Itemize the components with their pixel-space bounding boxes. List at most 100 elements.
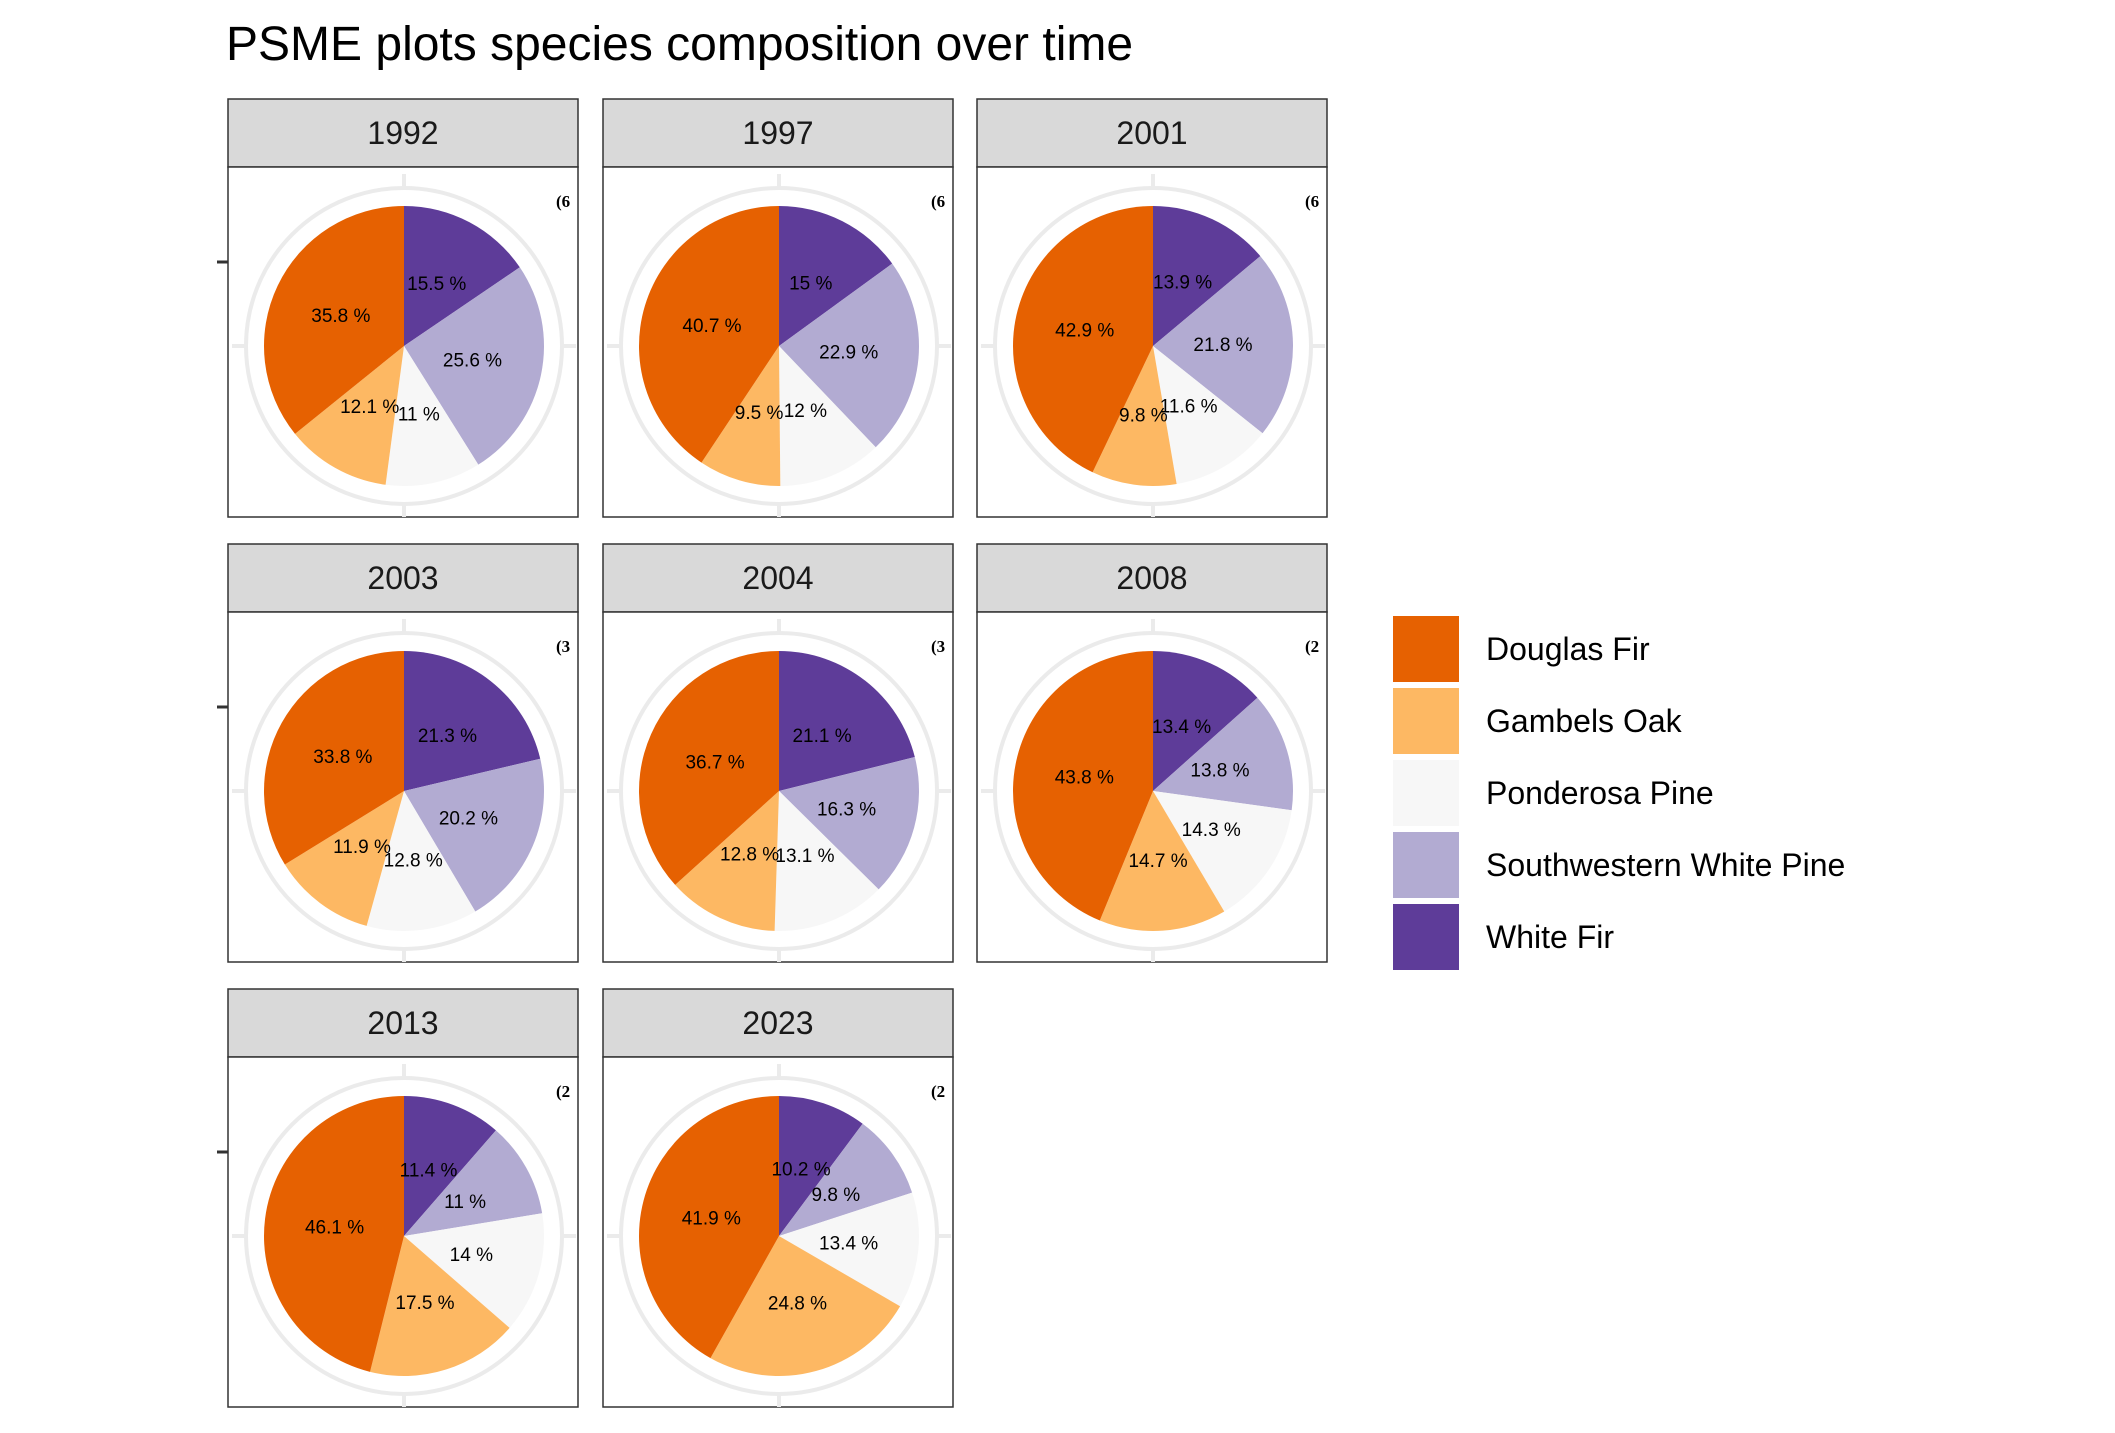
legend-label: White Fir xyxy=(1486,919,1614,955)
panel-2023: 2023 10.2 % 9.8 % 13.4 % 24.8 % 41.9 % (2 xyxy=(602,988,954,1408)
panel-corner-label: (2 xyxy=(556,1082,570,1101)
pie-slice-douglas-fir xyxy=(639,206,779,463)
panel-plot-area: 13.9 % 21.8 % 11.6 %9.8 % 42.9 % (6 xyxy=(981,174,1325,517)
slice-label-douglas-fir: 40.7 % xyxy=(682,316,741,337)
pie-slice-southwestern-white-pine xyxy=(404,267,544,465)
panel-2001: 2001 13.9 % 21.8 % 11.6 %9.8 % 42.9 % (6 xyxy=(976,98,1328,518)
panel-plot-area: 21.1 % 16.3 % 13.1 %12.8 % 36.7 % (3 xyxy=(607,619,951,962)
slice-label-white-fir: 15 % xyxy=(789,274,832,295)
pie-slice-gambels-oak xyxy=(1092,346,1177,486)
panel-strip xyxy=(602,98,954,168)
slice-label-douglas-fir: 35.8 % xyxy=(311,306,370,327)
legend-label: Southwestern White Pine xyxy=(1486,847,1845,883)
slice-label-gambels-oak: 12.1 % xyxy=(340,397,399,418)
slice-label-ponderosa-pine: 12.8 % xyxy=(384,850,443,871)
chart-title: PSME plots species composition over time xyxy=(226,18,1133,71)
slice-label-southwestern-white-pine: 9.8 % xyxy=(812,1185,861,1206)
slice-label-gambels-oak: 9.8 % xyxy=(1119,405,1168,426)
panel-strip-label: 1997 xyxy=(742,115,813,151)
slice-label-southwestern-white-pine: 21.8 % xyxy=(1193,335,1252,356)
pie-slice-douglas-fir xyxy=(263,1096,404,1372)
legend-label: Gambels Oak xyxy=(1486,703,1683,739)
pie-slice-southwestern-white-pine xyxy=(779,757,919,890)
legend-item-white-fir: White Fir xyxy=(1393,904,1614,970)
pie-slice-white-fir xyxy=(404,206,520,346)
slice-label-southwestern-white-pine: 16.3 % xyxy=(817,799,876,820)
pie-slice-ponderosa-pine xyxy=(1153,346,1263,484)
panel-plot-area: 15 % 22.9 % 12 %9.5 % 40.7 % (6 xyxy=(607,174,951,517)
legend-swatch xyxy=(1393,832,1459,898)
panel-2008: 2008 13.4 % 13.8 % 14.3 % 14.7 % 43.8 % (2 xyxy=(976,543,1328,963)
panel-strip xyxy=(976,543,1328,613)
legend-label: Douglas Fir xyxy=(1486,631,1650,667)
pie-slice-gambels-oak xyxy=(295,346,404,485)
legend-swatch xyxy=(1393,904,1459,970)
pie-slice-ponderosa-pine xyxy=(385,346,479,486)
slice-label-southwestern-white-pine: 25.6 % xyxy=(443,350,502,371)
pie-slice-gambels-oak xyxy=(710,1236,901,1376)
slice-label-ponderosa-pine: 11.6 % xyxy=(1160,396,1218,417)
legend-swatch xyxy=(1393,616,1459,682)
pie-slice-gambels-oak xyxy=(675,791,779,931)
slice-label-ponderosa-pine: 12 % xyxy=(784,401,827,422)
legend-item-southwestern-white-pine: Southwestern White Pine xyxy=(1393,832,1845,898)
slice-label-white-fir: 10.2 % xyxy=(771,1160,830,1181)
panel-strip xyxy=(227,98,579,168)
pie-slice-white-fir xyxy=(404,651,541,791)
slice-label-southwestern-white-pine: 22.9 % xyxy=(819,342,878,363)
panel-corner-label: (6 xyxy=(931,192,945,211)
slice-label-gambels-oak: 11.9 % xyxy=(333,837,391,858)
slice-label-white-fir: 13.4 % xyxy=(1152,717,1211,738)
pie-slice-white-fir xyxy=(779,1096,863,1236)
slice-label-white-fir: 15.5 % xyxy=(407,274,466,295)
pie-slice-ponderosa-pine xyxy=(366,791,476,931)
slice-label-gambels-oak: 12.8 % xyxy=(720,845,779,866)
panel-2013: 2013 11.4 % 11 % 14 % 17.5 % 46.1 % (2 xyxy=(217,988,579,1408)
pie-slice-white-fir xyxy=(1153,206,1261,346)
panel-strip-label: 2008 xyxy=(1116,560,1187,596)
slice-label-ponderosa-pine: 14.3 % xyxy=(1182,820,1241,841)
pie-slice-gambels-oak xyxy=(284,791,404,926)
pie-slice-southwestern-white-pine xyxy=(1153,256,1293,434)
slice-label-southwestern-white-pine: 13.8 % xyxy=(1190,761,1249,782)
slice-label-ponderosa-pine: 14 % xyxy=(450,1245,493,1266)
slice-label-white-fir: 11.4 % xyxy=(400,1160,458,1181)
panel-plot-area: 13.4 % 13.8 % 14.3 % 14.7 % 43.8 % (2 xyxy=(981,619,1325,962)
pie-slice-ponderosa-pine xyxy=(404,1213,544,1328)
pie-slice-southwestern-white-pine xyxy=(1153,697,1293,811)
pie-slice-gambels-oak xyxy=(370,1236,510,1377)
pie-slice-southwestern-white-pine xyxy=(779,263,919,448)
slice-label-gambels-oak: 9.5 % xyxy=(735,403,784,424)
pie-slice-ponderosa-pine xyxy=(779,346,876,486)
panel-corner-label: (3 xyxy=(931,637,945,656)
slice-label-douglas-fir: 42.9 % xyxy=(1055,321,1114,342)
panel-plot-area: 21.3 % 20.2 % 12.8 %11.9 % 33.8 % (3 xyxy=(232,619,576,962)
panel-strip-label: 2003 xyxy=(367,560,438,596)
legend-item-douglas-fir: Douglas Fir xyxy=(1393,616,1650,682)
slice-label-white-fir: 21.3 % xyxy=(418,726,477,747)
pie-slice-gambels-oak xyxy=(1099,791,1225,932)
panel-strip xyxy=(602,988,954,1058)
pie-slice-white-fir xyxy=(779,206,893,346)
pie-slice-ponderosa-pine xyxy=(779,1192,919,1307)
legend-label: Ponderosa Pine xyxy=(1486,775,1714,811)
pie-slice-ponderosa-pine xyxy=(1153,791,1292,912)
slice-label-douglas-fir: 36.7 % xyxy=(685,753,744,774)
slice-label-douglas-fir: 43.8 % xyxy=(1055,767,1114,788)
panel-strip-label: 2001 xyxy=(1116,115,1187,151)
slice-label-gambels-oak: 14.7 % xyxy=(1128,851,1187,872)
slice-label-white-fir: 21.1 % xyxy=(792,726,851,747)
pie-slice-southwestern-white-pine xyxy=(404,1130,543,1236)
pie-slice-ponderosa-pine xyxy=(774,791,879,931)
legend-item-ponderosa-pine: Ponderosa Pine xyxy=(1393,760,1714,826)
slice-label-ponderosa-pine: 13.1 % xyxy=(775,846,834,867)
panel-plot-area: 15.5 % 25.6 % 11 %12.1 % 35.8 % (6 xyxy=(232,174,576,517)
legend-item-gambels-oak: Gambels Oak xyxy=(1393,688,1683,754)
panel-corner-label: (2 xyxy=(1305,637,1319,656)
pie-slice-douglas-fir xyxy=(638,651,779,885)
slice-label-douglas-fir: 46.1 % xyxy=(305,1217,364,1238)
slice-label-douglas-fir: 41.9 % xyxy=(682,1208,741,1229)
slice-label-gambels-oak: 17.5 % xyxy=(395,1293,454,1314)
